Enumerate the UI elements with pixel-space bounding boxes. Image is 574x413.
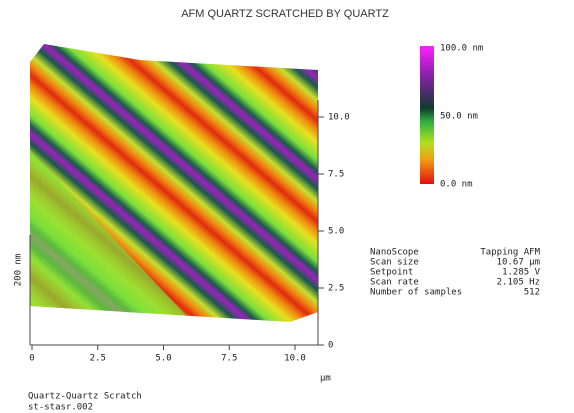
y-tick-label: 10.0 [328, 113, 350, 123]
x-tick-label: 10.0 [284, 354, 306, 364]
page: AFM QUARTZ SCRATCHED BY QUARTZ 200 nm µm… [0, 0, 574, 413]
color-scale-label: 100.0 nm [440, 44, 483, 54]
info-key: NanoScope [370, 248, 419, 258]
color-bar [420, 46, 434, 184]
color-scale-label: 0.0 nm [440, 180, 473, 190]
caption-line: Quartz-Quartz Scratch [28, 392, 142, 402]
info-value: 10.67 µm [497, 258, 540, 268]
y-tick-label: 0 [328, 341, 333, 351]
info-value: Tapping AFM [480, 248, 540, 258]
x-tick-label: 5.0 [155, 354, 171, 364]
x-tick-label: 0 [29, 354, 34, 364]
y-tick-label: 5.0 [328, 227, 344, 237]
x-tick-label: 7.5 [221, 354, 237, 364]
info-key: Scan size [370, 258, 419, 268]
info-value: 512 [524, 288, 540, 298]
title: AFM QUARTZ SCRATCHED BY QUARTZ [181, 8, 389, 20]
info-value: 1.285 V [502, 268, 541, 278]
info-key: Scan rate [370, 278, 419, 288]
info-key: Setpoint [370, 268, 413, 278]
info-value: 2.105 Hz [497, 278, 540, 288]
z-label: 200 nm [14, 254, 24, 287]
y-tick-label: 2.5 [328, 284, 344, 294]
info-key: Number of samples [370, 288, 462, 298]
color-scale-label: 50.0 nm [440, 112, 478, 122]
x-tick-label: 2.5 [90, 354, 106, 364]
caption-line: st-stasr.002 [28, 403, 93, 413]
x-unit: µm [320, 374, 331, 384]
y-tick-label: 7.5 [328, 170, 344, 180]
afm-surface [30, 40, 320, 330]
